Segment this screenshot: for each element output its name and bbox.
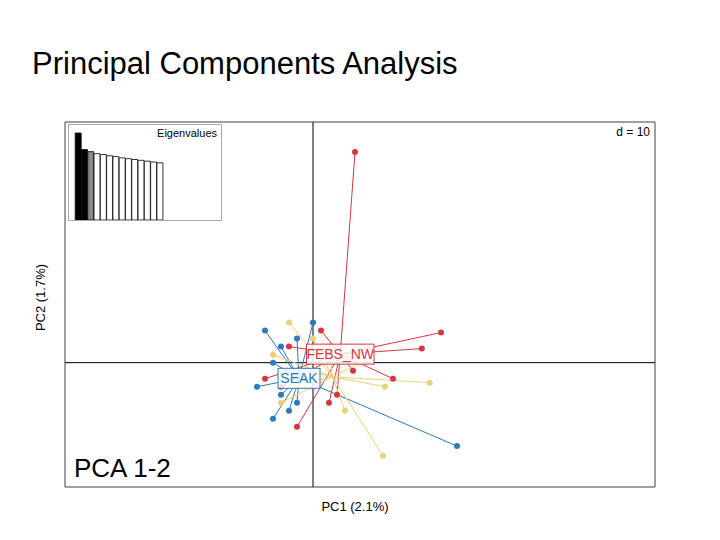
svg-text:FEBS_NW: FEBS_NW [306,346,374,362]
html-text:Principal Components Analysis: Principal Components Analysis [32,46,458,81]
html-text:Eigenvalues: Eigenvalues [157,127,217,139]
html-text:d = 10: d = 10 [616,125,650,139]
html-text:PC2 (1.7%): PC2 (1.7%) [32,263,48,332]
svg-text:SEAK: SEAK [280,370,318,386]
html-text:PCA 1-2: PCA 1-2 [74,453,171,483]
html-text:PC1 (2.1%): PC1 (2.1%) [321,499,389,514]
